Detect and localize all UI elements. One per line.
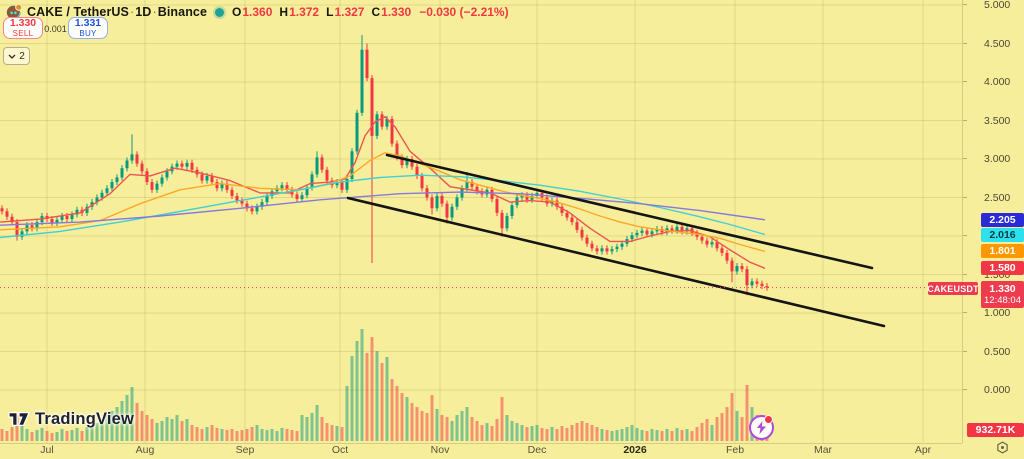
boost-icon[interactable] [749, 415, 774, 440]
time-axis-label: Jul [40, 444, 54, 456]
ma-price-label: 2.205 [981, 213, 1024, 228]
open-value: 1.360 [242, 5, 273, 19]
price-tick-label: 4.000 [963, 76, 1024, 88]
exchange-name: Binance [157, 5, 208, 19]
buy-button[interactable]: 1.331 BUY [68, 17, 108, 39]
price-chart-canvas[interactable] [0, 0, 962, 443]
time-axis-label: Apr [914, 444, 932, 456]
grid-layer [0, 0, 962, 443]
change-value: −0.030 (−2.21%) [419, 5, 509, 19]
trendline-2[interactable] [346, 196, 886, 328]
time-axis-label: 2026 [623, 444, 647, 456]
trendline-1[interactable] [385, 153, 874, 270]
last-price-label: 1.330 12:48:04 [981, 281, 1024, 309]
ma-line-ma-slowest[interactable] [0, 191, 766, 226]
volume-value-label: 932.71K [967, 423, 1024, 437]
last-price-symbol-tag: CAKEUSDT [927, 282, 979, 295]
time-axis-label: Feb [725, 444, 745, 456]
notification-dot [764, 415, 773, 424]
sell-button[interactable]: 1.330 SELL [3, 17, 43, 39]
ma-price-label: 1.580 [981, 261, 1024, 276]
price-tick-label: 0.000 [963, 384, 1024, 396]
price-tick-label: 0.500 [963, 346, 1024, 358]
price-tick-label: 1.000 [963, 307, 1024, 319]
ma-line-ma-fast[interactable] [0, 115, 766, 269]
candles-layer [0, 35, 769, 296]
time-axis-label: Sep [235, 444, 255, 456]
low-value: 1.327 [334, 5, 365, 19]
ohlc-values: O 1.360 H 1.372 L 1.327 C 1.330 −0.030 (−2.2… [232, 5, 509, 19]
price-tick-label: 3.500 [963, 115, 1024, 127]
bar-countdown: 12:48:04 [984, 294, 1021, 306]
interval-value: 1D [135, 5, 152, 19]
time-axis-label: Mar [813, 444, 833, 456]
ma-line-ma-mid[interactable] [0, 152, 766, 253]
ma-price-label: 1.801 [981, 244, 1024, 259]
tradingview-logo-icon [8, 411, 30, 427]
axis-settings-gear-icon[interactable] [996, 441, 1009, 459]
spread-value: 0.001 [44, 24, 67, 34]
symbol-title[interactable]: CAKE / TetherUS·1D·Binance [27, 5, 208, 19]
price-tick-label: 3.000 [963, 153, 1024, 165]
time-axis-label: Oct [331, 444, 349, 456]
price-tick-label: 5.000 [963, 0, 1024, 11]
chevron-down-icon [8, 54, 16, 59]
volume-layer [0, 329, 769, 441]
chart-header: CAKE / TetherUS·1D·Binance O 1.360 H 1.372… [6, 3, 509, 21]
market-status-icon[interactable] [215, 7, 225, 17]
close-value: 1.330 [381, 5, 412, 19]
price-tick-label: 4.500 [963, 38, 1024, 50]
tradingview-watermark: TradingView [8, 408, 134, 430]
price-axis[interactable]: 1.330 12:48:04 932.71K 5.000 4.500 4.000 3.… [962, 0, 1024, 454]
time-axis-label: Aug [135, 444, 155, 456]
ma-price-label: 2.016 [981, 227, 1024, 242]
lightning-icon [757, 421, 766, 434]
time-axis-label: Nov [430, 444, 450, 456]
ma-line-ma-slow[interactable] [0, 174, 766, 239]
indicators-collapse-button[interactable]: 2 [3, 47, 30, 65]
price-tick-label: 2.500 [963, 192, 1024, 204]
time-axis-label: Dec [527, 444, 547, 456]
high-value: 1.372 [289, 5, 320, 19]
time-axis[interactable]: Jul Aug Sep Oct Nov Dec 2026 Feb Mar Apr [0, 443, 962, 456]
